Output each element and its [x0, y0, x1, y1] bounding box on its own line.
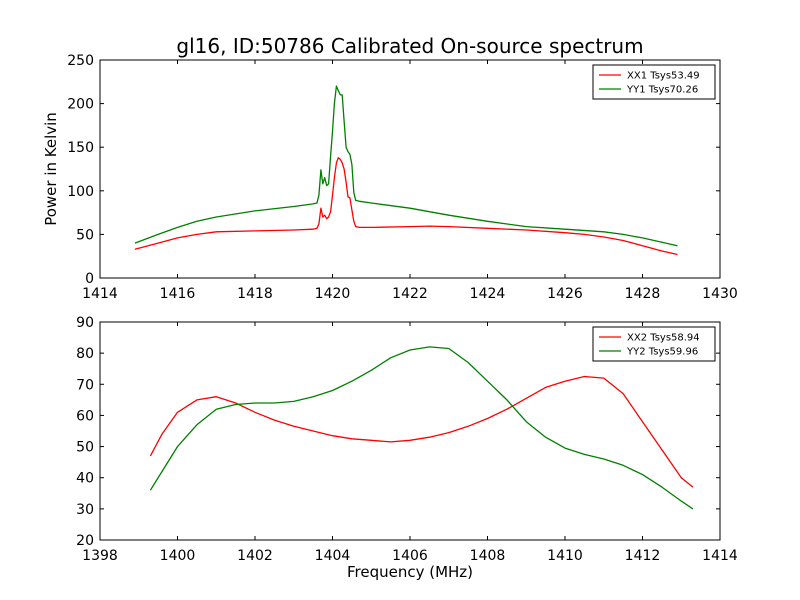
- x-tick-label: 1426: [547, 286, 583, 302]
- legend-box: [592, 64, 716, 100]
- x-axis-label: Frequency (MHz): [347, 563, 473, 581]
- bottom-plot-panel: 1398 1400 1402 1404 1406 1408 1410 1412 1414 20 30…: [76, 315, 738, 564]
- series-line-2: [134, 85, 678, 247]
- series-line-2: [149, 346, 694, 510]
- x-tick-label: 1422: [392, 286, 428, 302]
- y-tick-label: 30: [76, 502, 94, 518]
- y-tick-label: 40: [76, 471, 94, 487]
- x-tick-label: 1418: [237, 286, 273, 302]
- x-tick-label: 1400: [160, 548, 196, 564]
- series-line-1: [134, 157, 678, 256]
- x-tick-label: 1414: [702, 548, 738, 564]
- y-tick-label: 60: [76, 408, 94, 424]
- x-tick-label: 1414: [82, 286, 118, 302]
- x-tick-label: 1424: [470, 286, 506, 302]
- legend-label: YY1 Tsys70.26: [626, 85, 698, 96]
- y-tick-label: 80: [76, 346, 94, 362]
- x-tick-label: 1404: [315, 548, 351, 564]
- x-tick-label: 1420: [315, 286, 351, 302]
- y-tick-label: 20: [76, 533, 94, 549]
- y-tick-label: 70: [76, 377, 94, 393]
- chart-title: gl16, ID:50786 Calibrated On-source spec…: [176, 34, 643, 58]
- legend-box: [592, 326, 716, 362]
- y-tick-label: 50: [76, 227, 94, 243]
- x-tick-label: 1428: [625, 286, 661, 302]
- legend-label: XX1 Tsys53.49: [627, 71, 700, 82]
- y-tick-label: 200: [67, 97, 94, 113]
- y-tick-label: 90: [76, 315, 94, 331]
- y-tick-label: 100: [67, 184, 94, 200]
- y-tick-label: 0: [85, 271, 94, 287]
- x-tick-label: 1416: [160, 286, 196, 302]
- x-tick-label: 1398: [82, 548, 118, 564]
- legend: XX2 Tsys58.94 YY2 Tsys59.96: [592, 326, 716, 362]
- y-axis-label: Power in Kelvin: [42, 112, 60, 226]
- y-tick-label: 250: [67, 53, 94, 69]
- top-plot-panel: 1414 1416 1418 1420 1422 1424 1426 1428 1430 0 50 1…: [67, 53, 738, 302]
- series-line-1: [149, 375, 694, 488]
- x-tick-label: 1402: [237, 548, 273, 564]
- x-tick-label: 1406: [392, 548, 428, 564]
- x-tick-label: 1410: [547, 548, 583, 564]
- x-tick-label: 1408: [470, 548, 506, 564]
- legend-label: YY2 Tsys59.96: [626, 347, 698, 358]
- y-tick-label: 150: [67, 140, 94, 156]
- y-tick-label: 50: [76, 440, 94, 456]
- x-tick-label: 1430: [702, 286, 738, 302]
- legend-label: XX2 Tsys58.94: [627, 333, 700, 344]
- legend: XX1 Tsys53.49 YY1 Tsys70.26: [592, 64, 716, 100]
- x-tick-label: 1412: [625, 548, 661, 564]
